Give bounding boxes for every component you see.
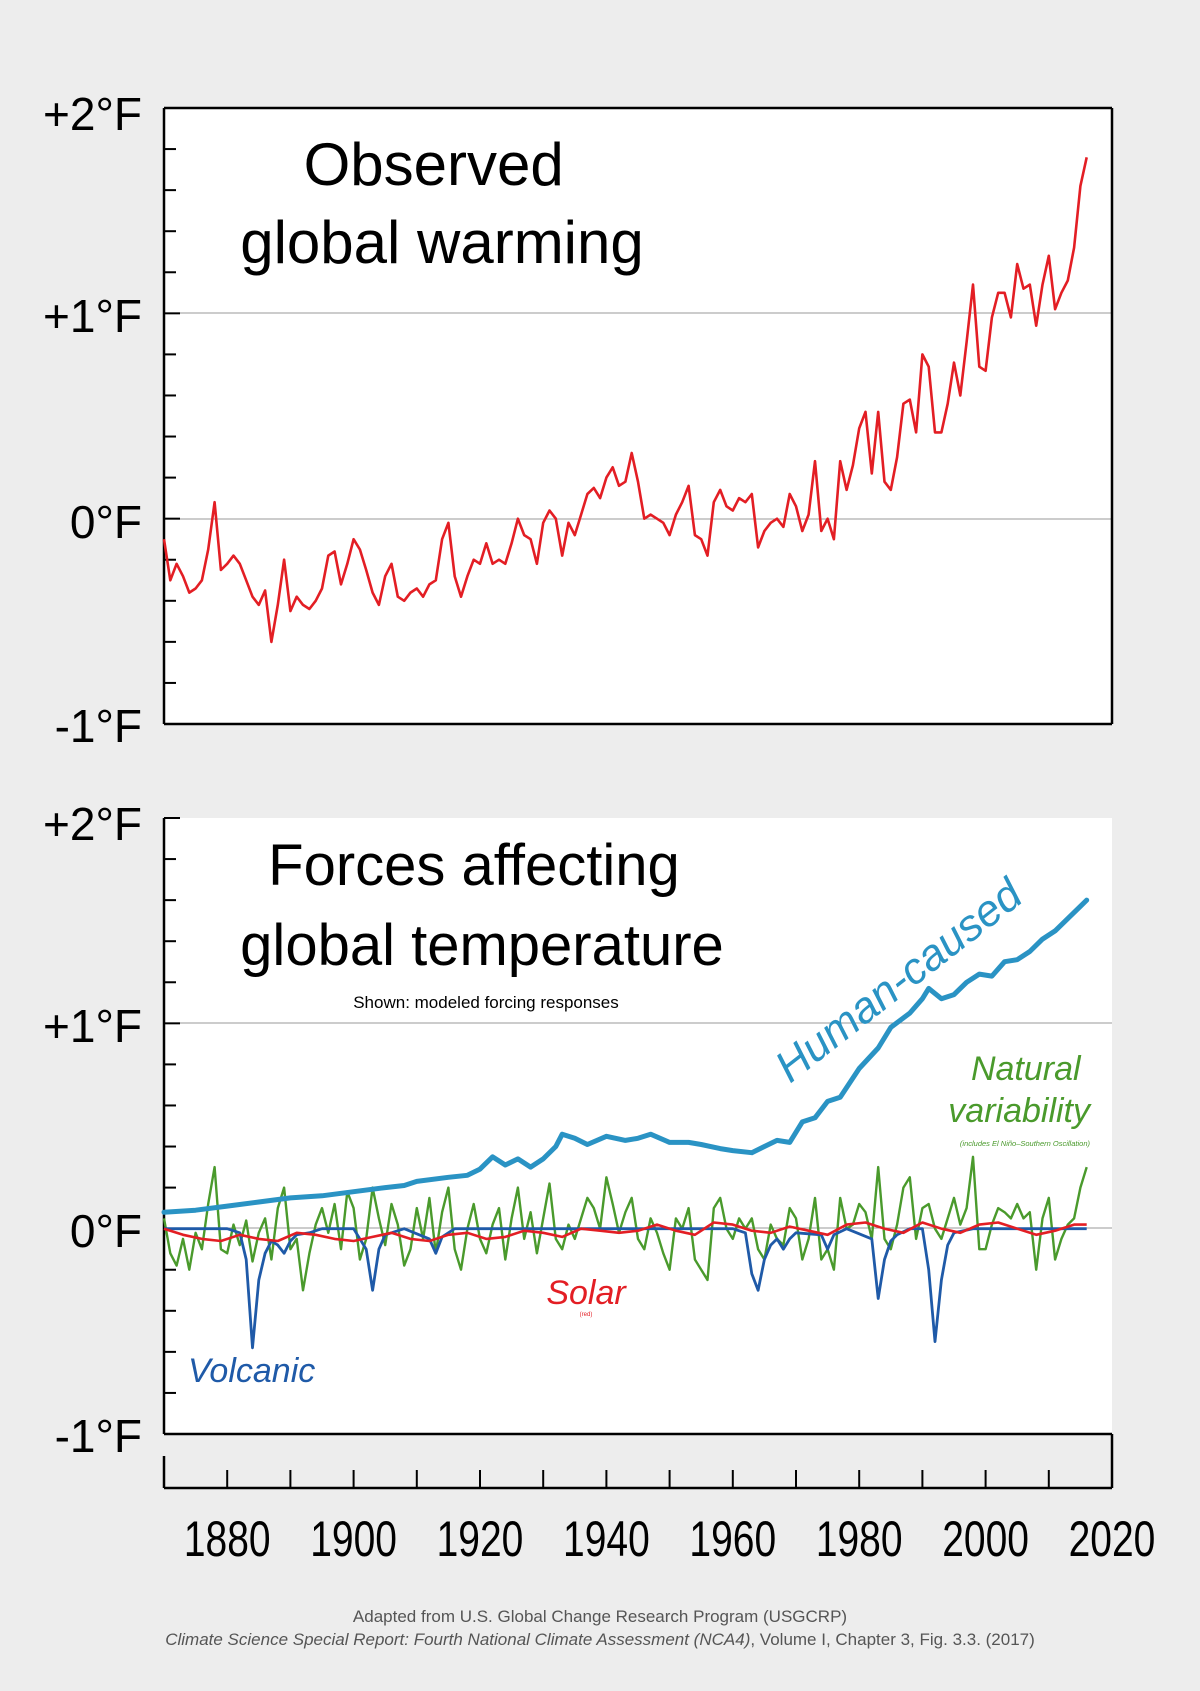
x-tick-label: 1880 [184, 1510, 271, 1567]
natural-variability-label-line2: variability [948, 1092, 1092, 1130]
natural-variability-label: Natural variability [948, 1050, 1092, 1130]
forces-ytick-label-minus1: -1°F [55, 1410, 142, 1462]
human-caused-line [161, 897, 1090, 1215]
natural-variability-line [162, 1155, 1088, 1292]
volcanic-line [164, 1227, 1087, 1350]
observed-panel: +2°F +1°F 0°F -1°F Observed global warmi… [43, 88, 1114, 752]
solar-label: Solar [546, 1274, 627, 1312]
forces-plot-area [164, 818, 1112, 1434]
x-tick-label: 2020 [1069, 1510, 1156, 1567]
observed-ytick-label-minus1: -1°F [55, 700, 142, 752]
x-tick-label: 1980 [816, 1510, 903, 1567]
solar-line [163, 1221, 1087, 1243]
observed-ytick-label-plus2: +2°F [43, 88, 142, 140]
x-tick-label: 1940 [563, 1510, 650, 1567]
observed-title-line1: Observed [304, 131, 564, 198]
observed-title: Observed global warming [240, 131, 644, 276]
observed-temperature-line [162, 157, 1088, 644]
x-tick-label: 1900 [310, 1510, 397, 1567]
credit-line-1: Adapted from U.S. Global Change Research… [352, 1607, 848, 1626]
forces-ytick-label-0: 0°F [70, 1205, 142, 1257]
natural-variability-label-line1: Natural [971, 1050, 1082, 1088]
observed-ytick-label-0: 0°F [70, 496, 142, 548]
x-tick-label: 2000 [942, 1510, 1029, 1567]
natural-variability-note: (includes El Niño–Southern Oscillation) [960, 1139, 1091, 1148]
volcanic-label: Volcanic [188, 1352, 315, 1390]
observed-plot-area [164, 108, 1112, 724]
x-tick-label: 1960 [689, 1510, 776, 1567]
forces-title: Forces affecting global temperature [240, 833, 724, 978]
observed-ytick-label-plus1: +1°F [43, 290, 142, 342]
forces-ytick-label-plus1: +1°F [43, 1000, 142, 1052]
forces-title-line2: global temperature [240, 913, 724, 978]
x-axis-ticks [163, 1470, 1113, 1488]
forces-ytick-label-plus2: +2°F [43, 798, 142, 850]
forces-title-line1: Forces affecting [268, 833, 680, 898]
x-tick-label: 1920 [437, 1510, 524, 1567]
observed-title-line2: global warming [240, 209, 644, 276]
credit-line-2: Climate Science Special Report: Fourth N… [0, 1630, 1200, 1650]
credit-report-details: , Volume I, Chapter 3, Fig. 3.3. (2017) [750, 1630, 1035, 1649]
forces-subtitle: Shown: modeled forcing responses [353, 993, 619, 1012]
solar-note: (red) [580, 1312, 593, 1318]
forces-panel: +2°F +1°F 0°F -1°F Forces affecting glob… [43, 798, 1155, 1567]
x-axis-tick-labels: 1880 1900 1920 1940 1960 1980 2000 2020 [184, 1510, 1156, 1567]
credit-report-title: Climate Science Special Report: Fourth N… [165, 1630, 751, 1649]
